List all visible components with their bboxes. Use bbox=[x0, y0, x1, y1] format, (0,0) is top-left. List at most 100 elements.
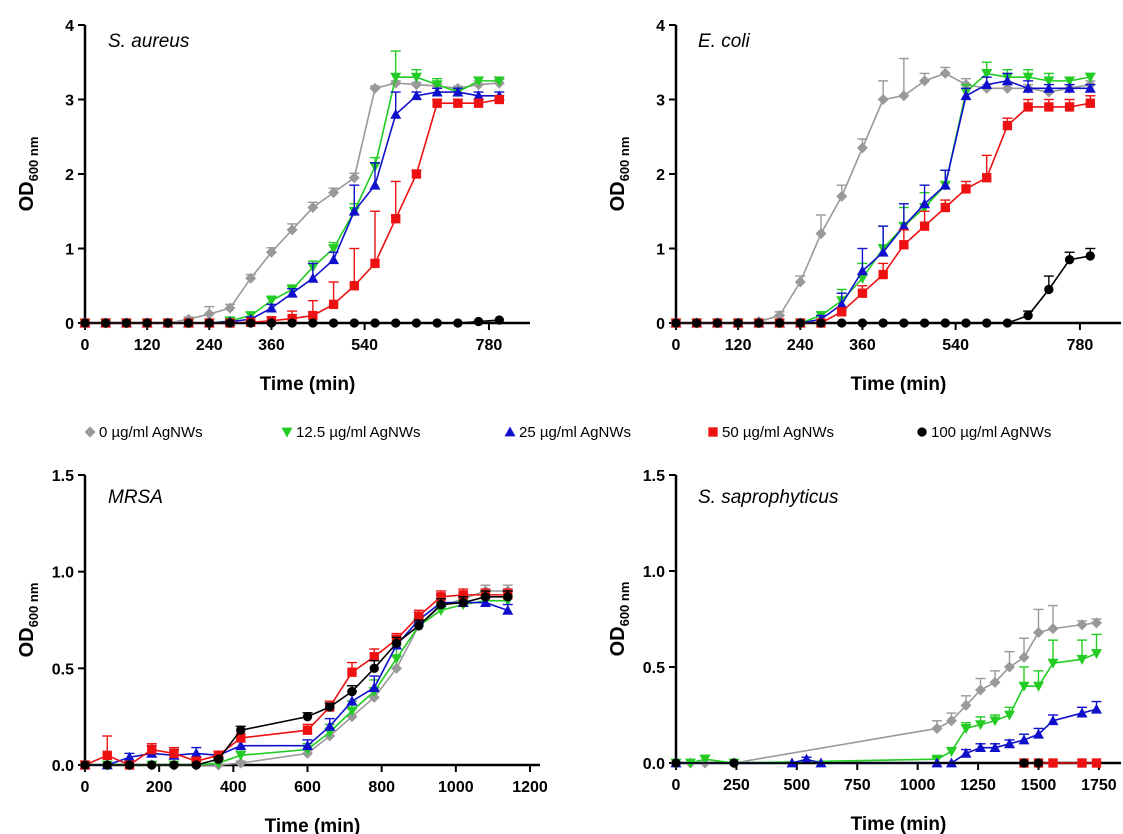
data-point bbox=[989, 716, 1001, 727]
x-tick-label: 360 bbox=[258, 337, 285, 354]
data-point bbox=[390, 72, 402, 83]
x-tick-label: 1750 bbox=[1081, 777, 1117, 794]
x-tick-label: 600 bbox=[294, 779, 321, 796]
legend-item: 0 µg/ml AgNWs bbox=[84, 424, 203, 441]
data-point bbox=[699, 754, 711, 765]
series-5 bbox=[671, 758, 1044, 768]
data-point bbox=[473, 76, 485, 87]
data-point bbox=[856, 142, 868, 154]
y-tick-label: 0 bbox=[65, 316, 74, 333]
y-tick-label: 0.5 bbox=[52, 661, 74, 678]
data-point bbox=[411, 169, 422, 179]
data-point bbox=[1022, 82, 1034, 93]
data-point bbox=[795, 318, 805, 328]
data-point bbox=[1047, 715, 1059, 726]
series-5 bbox=[671, 247, 1096, 328]
y-axis-title: OD600 nm bbox=[16, 137, 41, 212]
data-point bbox=[982, 173, 992, 183]
data-point bbox=[1076, 707, 1088, 718]
x-tick-label: 1250 bbox=[960, 777, 996, 794]
data-point bbox=[307, 272, 319, 283]
series-4 bbox=[80, 588, 513, 770]
data-point bbox=[224, 302, 236, 314]
data-point bbox=[1091, 649, 1102, 660]
legend-item: 25 µg/ml AgNWs bbox=[504, 424, 631, 441]
y-axis-title-main: OD bbox=[607, 626, 629, 656]
data-point bbox=[391, 654, 402, 665]
y-tick-label: 2 bbox=[65, 167, 74, 184]
data-point bbox=[836, 298, 848, 309]
series-line bbox=[676, 622, 1097, 764]
data-point bbox=[346, 706, 358, 717]
y-tick-label: 1.0 bbox=[52, 565, 74, 582]
data-point bbox=[712, 318, 723, 328]
data-point bbox=[349, 281, 359, 291]
x-tick-label: 250 bbox=[723, 777, 750, 794]
data-point bbox=[503, 592, 513, 602]
data-point bbox=[960, 747, 972, 758]
data-point bbox=[1091, 758, 1102, 768]
x-axis-title: Time (min) bbox=[260, 374, 356, 395]
data-point bbox=[328, 244, 340, 254]
y-tick-label: 0.0 bbox=[52, 758, 74, 775]
data-point bbox=[411, 318, 422, 328]
y-tick-label: 1 bbox=[656, 242, 665, 259]
data-point bbox=[328, 254, 340, 265]
series-line bbox=[676, 708, 1097, 764]
data-point bbox=[898, 220, 910, 231]
x-tick-label: 120 bbox=[134, 337, 161, 354]
series-2 bbox=[670, 633, 1102, 769]
data-point bbox=[390, 108, 402, 119]
data-point bbox=[453, 98, 463, 108]
data-point bbox=[1018, 681, 1030, 692]
data-point bbox=[1076, 619, 1088, 631]
series-3 bbox=[79, 86, 505, 328]
legend-marker bbox=[917, 427, 927, 437]
data-point bbox=[1064, 102, 1075, 112]
data-point bbox=[1043, 82, 1055, 93]
data-point bbox=[946, 747, 957, 757]
data-point bbox=[414, 611, 424, 621]
data-point bbox=[225, 318, 235, 328]
x-axis-title: Time (min) bbox=[851, 814, 947, 834]
data-point bbox=[328, 187, 340, 199]
data-point bbox=[265, 246, 277, 258]
data-point bbox=[1076, 654, 1088, 665]
series-line bbox=[676, 102, 1091, 324]
x-tick-label: 0 bbox=[81, 779, 90, 796]
data-point bbox=[836, 190, 848, 202]
data-point bbox=[1004, 710, 1015, 721]
data-point bbox=[856, 265, 868, 276]
data-point bbox=[877, 94, 889, 105]
legend-item: 12.5 µg/ml AgNWs bbox=[281, 424, 421, 441]
data-point bbox=[473, 316, 484, 327]
data-point bbox=[1022, 72, 1034, 83]
data-point bbox=[1004, 738, 1015, 749]
data-point bbox=[308, 318, 318, 328]
data-point bbox=[671, 758, 681, 768]
data-point bbox=[1023, 102, 1033, 112]
y-axis-title-main: OD bbox=[16, 181, 38, 211]
data-point bbox=[1002, 120, 1013, 131]
data-point bbox=[480, 592, 491, 602]
data-point bbox=[1047, 623, 1059, 635]
y-axis-title: OD600 nm bbox=[607, 137, 632, 212]
data-point bbox=[493, 76, 505, 87]
data-point bbox=[919, 75, 931, 87]
data-point bbox=[1004, 661, 1015, 673]
data-point bbox=[142, 318, 152, 328]
data-point bbox=[815, 228, 827, 240]
data-point bbox=[1091, 703, 1102, 714]
data-point bbox=[801, 753, 812, 764]
y-tick-label: 0.5 bbox=[643, 660, 665, 677]
series-2 bbox=[79, 594, 514, 771]
x-tick-label: 1200 bbox=[512, 779, 548, 796]
data-point bbox=[265, 302, 277, 313]
y-axis-title-subscript: 600 nm bbox=[26, 583, 41, 628]
data-point bbox=[774, 310, 786, 322]
legend-marker bbox=[708, 427, 718, 437]
x-tick-label: 120 bbox=[725, 337, 752, 354]
data-point bbox=[169, 748, 179, 759]
data-point bbox=[1064, 82, 1076, 93]
data-point bbox=[370, 318, 380, 328]
